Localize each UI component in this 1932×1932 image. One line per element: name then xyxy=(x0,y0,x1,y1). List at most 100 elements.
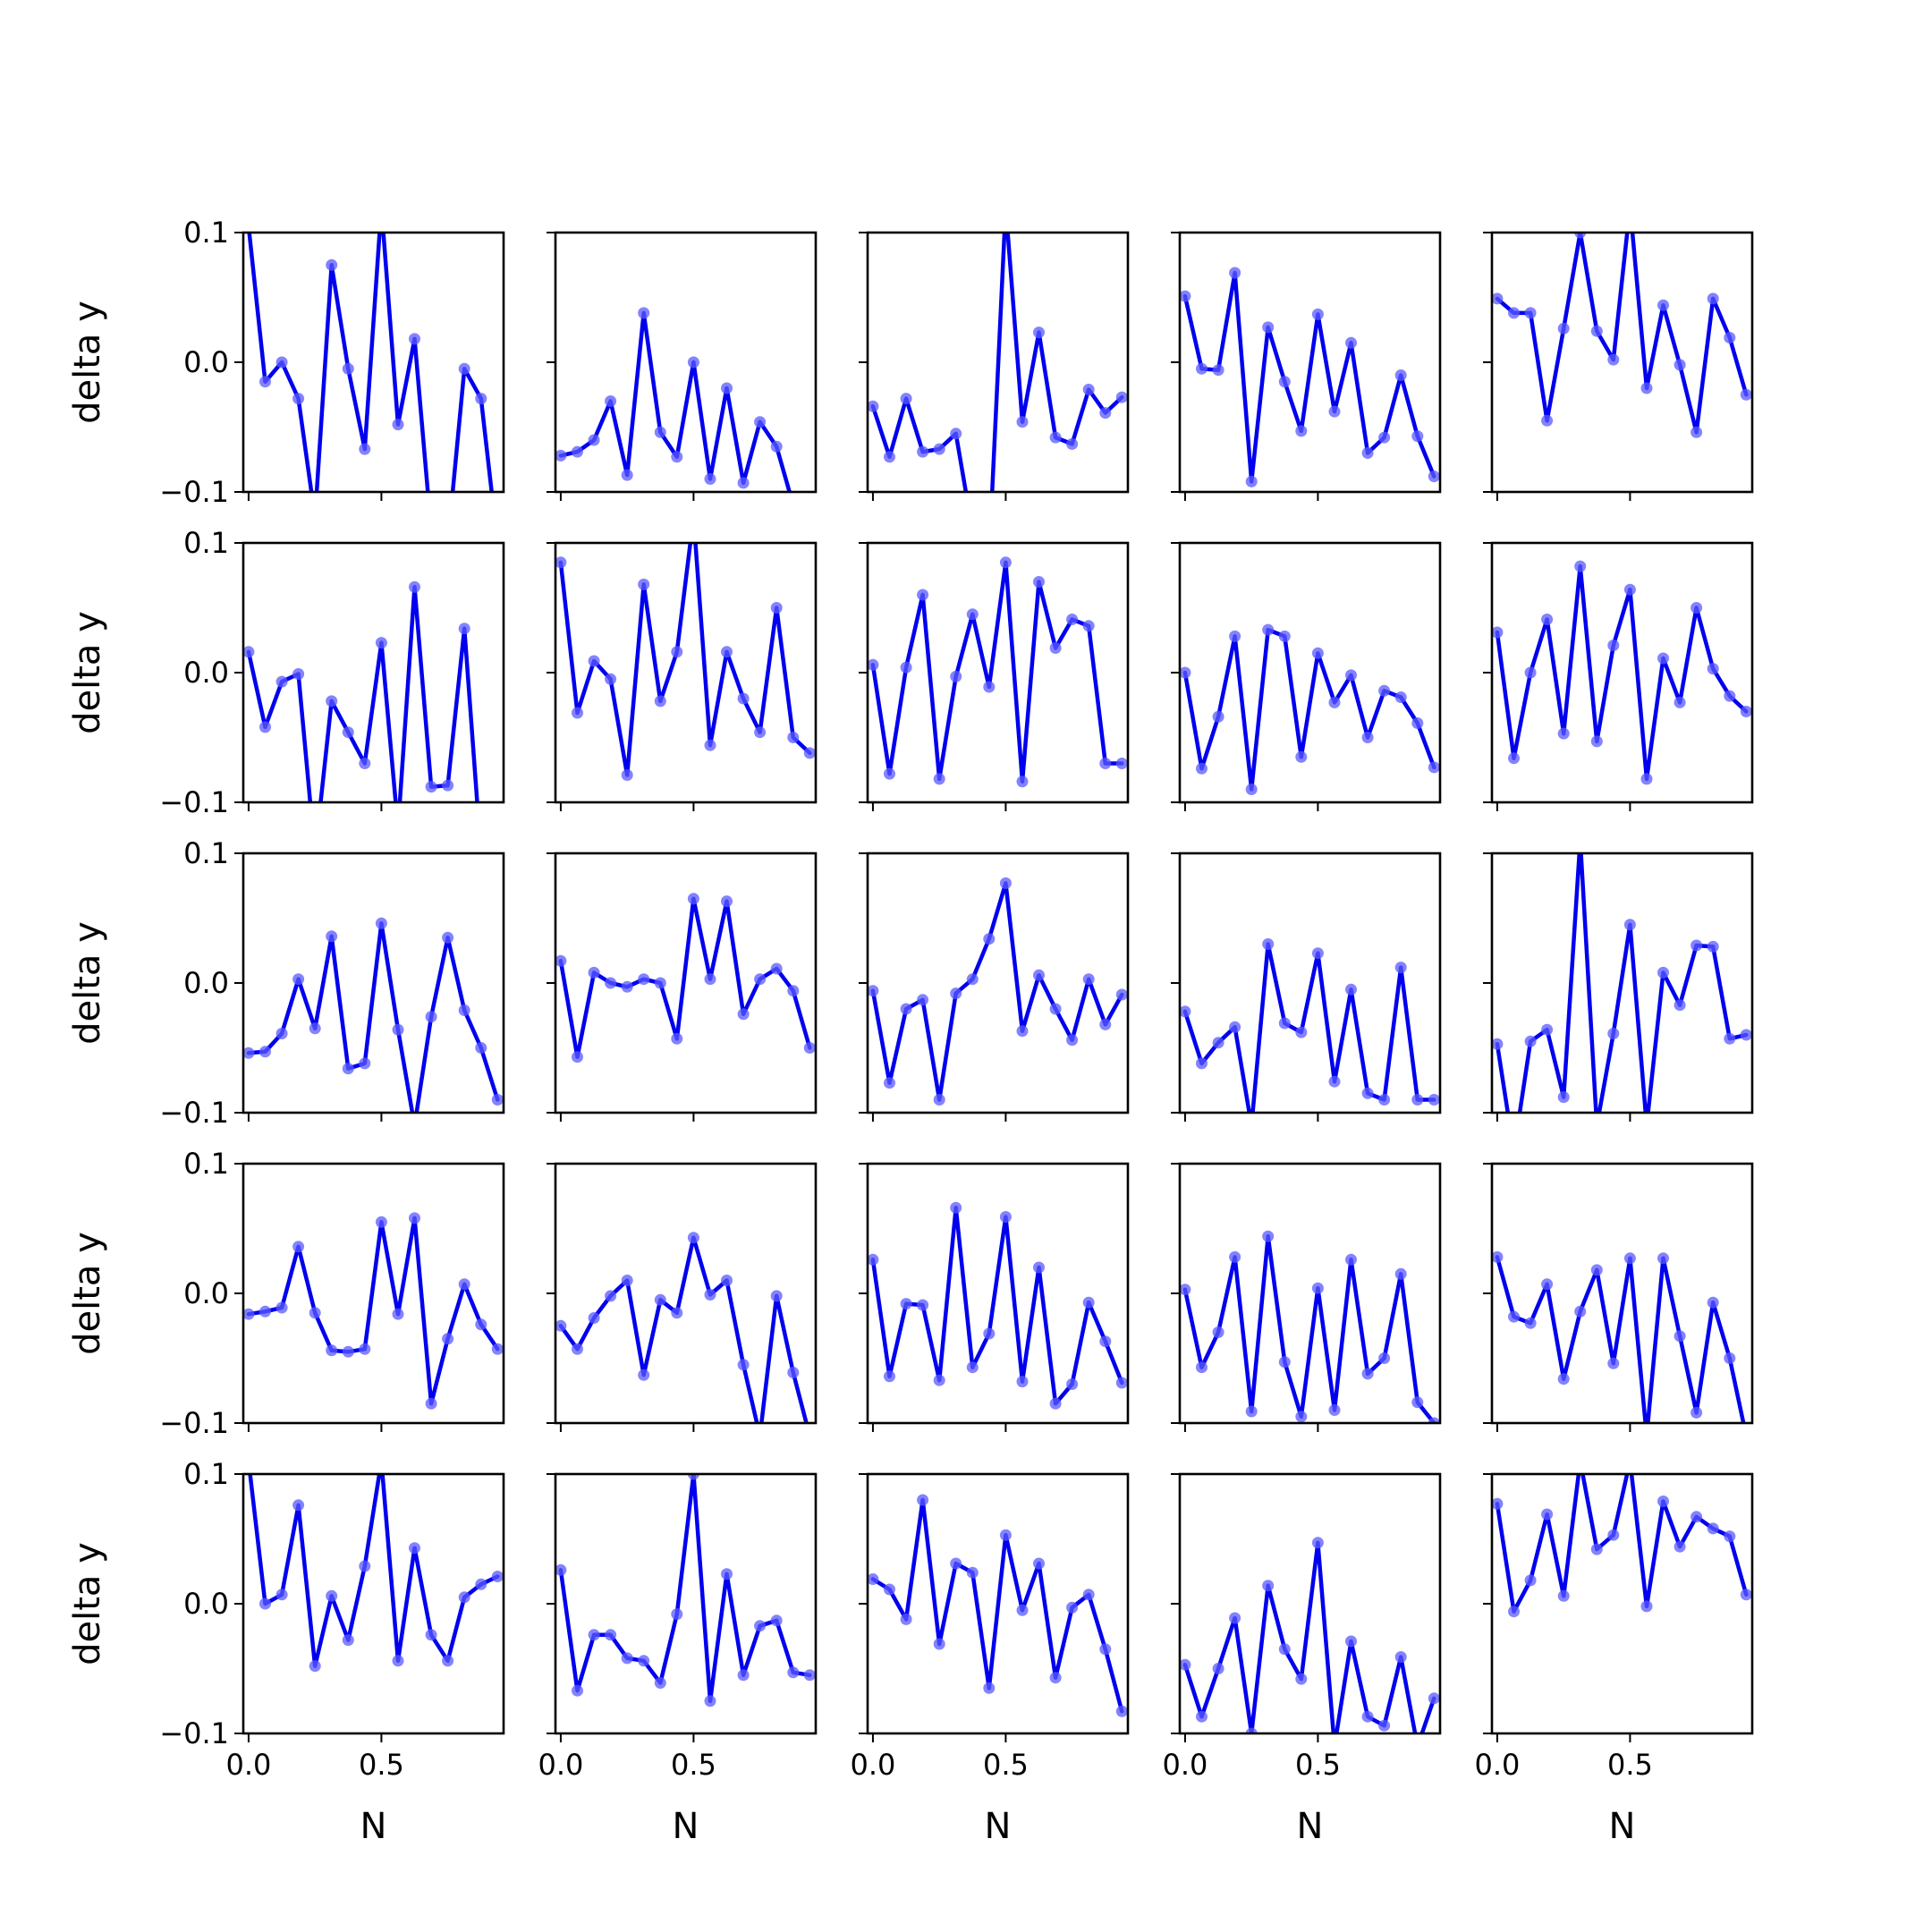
data-point xyxy=(966,1566,979,1579)
x-tick-label: 0.0 xyxy=(1474,1748,1520,1782)
data-point xyxy=(1640,1600,1653,1613)
data-point xyxy=(1557,1589,1570,1602)
data-point xyxy=(1378,684,1391,697)
data-point xyxy=(392,1655,404,1667)
series-group xyxy=(555,1232,809,1423)
y-tick-label: 0.0 xyxy=(183,345,229,379)
data-point xyxy=(1378,1719,1391,1732)
data-point xyxy=(588,1629,600,1641)
data-point xyxy=(917,1299,929,1311)
series-line xyxy=(1495,564,1749,782)
data-point xyxy=(425,781,437,793)
data-point xyxy=(704,739,716,751)
subplot-r3-c5 xyxy=(1483,852,1754,1122)
data-point xyxy=(359,443,371,455)
data-point xyxy=(1066,614,1079,625)
data-point xyxy=(737,1669,750,1682)
data-point xyxy=(1690,1511,1703,1523)
data-point xyxy=(900,1003,912,1015)
data-point xyxy=(787,985,800,997)
data-point xyxy=(555,1319,567,1332)
series-group xyxy=(247,233,494,492)
data-point xyxy=(1262,938,1275,950)
data-point xyxy=(326,930,338,943)
data-point xyxy=(458,623,470,635)
subplot-r1-c4 xyxy=(1171,231,1442,501)
data-point xyxy=(1574,233,1587,239)
data-point xyxy=(950,428,962,440)
data-point xyxy=(1016,1604,1029,1616)
x-tick-label: 0.0 xyxy=(850,1748,895,1782)
series-group xyxy=(1492,1250,1746,1423)
data-point xyxy=(933,1094,945,1106)
data-point xyxy=(359,758,371,769)
series-group xyxy=(243,1212,504,1410)
data-point xyxy=(1541,414,1554,427)
data-point xyxy=(1245,784,1258,795)
series-line xyxy=(558,310,792,492)
data-point xyxy=(1574,560,1587,572)
data-point xyxy=(605,1629,617,1641)
data-point xyxy=(1590,325,1603,337)
data-point xyxy=(1229,630,1241,642)
data-point xyxy=(1508,1606,1520,1618)
data-point xyxy=(1724,1032,1736,1045)
data-point xyxy=(1428,1692,1440,1705)
data-point xyxy=(999,1211,1012,1223)
data-point xyxy=(654,1293,666,1306)
data-point xyxy=(491,1094,504,1106)
series-line xyxy=(247,233,494,492)
data-point xyxy=(638,973,650,986)
data-point xyxy=(1740,1589,1752,1601)
data-point xyxy=(309,1660,321,1673)
data-point xyxy=(1345,983,1357,996)
data-point xyxy=(342,1063,354,1075)
data-point xyxy=(1278,630,1291,642)
data-point xyxy=(292,1241,305,1253)
data-point xyxy=(770,440,783,453)
subplot-r4-c4 xyxy=(1171,1162,1442,1432)
data-point xyxy=(1278,376,1291,388)
data-point xyxy=(1082,1589,1095,1601)
data-point xyxy=(1229,1612,1241,1624)
y-tick-label: −0.1 xyxy=(159,1716,229,1750)
data-point xyxy=(754,726,767,739)
data-point xyxy=(1492,1250,1504,1263)
data-point xyxy=(588,966,600,979)
data-point xyxy=(1180,1005,1191,1018)
series-line xyxy=(558,1474,812,1704)
data-point xyxy=(704,473,716,485)
data-point xyxy=(442,1333,454,1345)
data-point xyxy=(868,658,879,671)
data-point xyxy=(721,646,733,658)
data-point xyxy=(1295,425,1308,437)
data-point xyxy=(1115,391,1128,403)
series-line xyxy=(1182,1540,1436,1733)
data-point xyxy=(475,1318,487,1331)
data-point xyxy=(326,1344,338,1357)
data-point xyxy=(605,977,617,989)
data-point xyxy=(425,1629,437,1641)
data-point xyxy=(292,973,305,986)
data-point xyxy=(1574,1305,1587,1318)
data-point xyxy=(1492,626,1504,639)
data-point xyxy=(1378,1094,1391,1106)
data-point xyxy=(671,451,683,463)
series-line xyxy=(246,921,500,1113)
y-tick-label: 0.0 xyxy=(183,1587,229,1621)
series-line xyxy=(558,896,812,1059)
data-point xyxy=(917,589,929,601)
data-point xyxy=(1212,1037,1224,1049)
data-point xyxy=(1049,1003,1062,1015)
data-point xyxy=(900,1613,912,1625)
subplot-r2-c5 xyxy=(1483,541,1754,811)
data-point xyxy=(1657,966,1669,979)
data-point xyxy=(1623,1252,1636,1265)
data-point xyxy=(1345,1635,1357,1648)
data-point xyxy=(1066,437,1079,450)
x-axis-label: N xyxy=(673,1806,699,1847)
data-point xyxy=(884,1370,895,1383)
data-point xyxy=(1180,290,1191,302)
data-point xyxy=(999,877,1012,889)
